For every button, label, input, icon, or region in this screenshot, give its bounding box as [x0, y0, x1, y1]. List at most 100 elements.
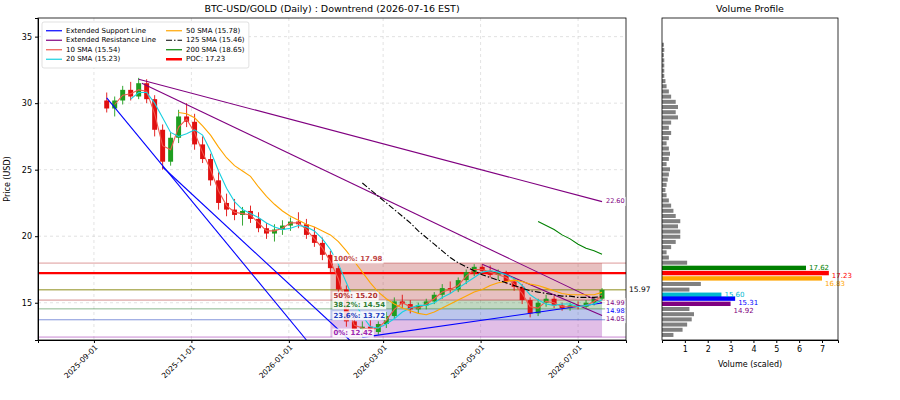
- volume-bar-highlight: [662, 276, 822, 280]
- volume-bar: [662, 240, 676, 244]
- legend-item: 10 SMA (15.54): [46, 46, 120, 54]
- tick-mark: [35, 236, 38, 237]
- volume-bar: [662, 105, 678, 109]
- volume-bar: [662, 100, 676, 104]
- resistance-line: [482, 264, 602, 315]
- fib-line: [38, 337, 626, 338]
- legend-swatch: [166, 40, 182, 41]
- volume-bar: [662, 328, 683, 332]
- legend-label: 10 SMA (15.54): [66, 46, 120, 54]
- tick: 2026-01-01: [257, 340, 294, 380]
- tick: 30: [22, 99, 38, 108]
- volume-bar: [662, 198, 669, 202]
- legend-swatch: [46, 59, 62, 60]
- volume-bar: [662, 178, 668, 182]
- tick: 2: [706, 340, 711, 354]
- volume-bar-highlight: [662, 266, 806, 270]
- volume-bar: [662, 84, 667, 88]
- axis-line: [663, 341, 839, 344]
- tick: 4: [751, 340, 756, 354]
- volume-bar-highlight: [662, 302, 731, 306]
- legend-box: [42, 22, 249, 68]
- tick-mark: [753, 340, 754, 343]
- fib-label: 23.6%: 13.72: [333, 312, 385, 320]
- volume-bar: [662, 79, 665, 83]
- fib-band: [330, 263, 602, 300]
- tick: 7: [820, 340, 825, 354]
- tick-mark: [822, 340, 823, 343]
- tick-mark: [708, 340, 709, 343]
- tick-label: 2025-09-01: [62, 343, 99, 380]
- y-axis: 15 20 25 30 35: [22, 19, 39, 341]
- volume-bar: [662, 312, 694, 316]
- legend-item: POC: 17.23: [166, 55, 225, 63]
- tick-label: 2026-01-01: [257, 343, 294, 380]
- legend-swatch: [166, 58, 182, 61]
- fib-band: [330, 309, 602, 320]
- chart: 15202530352025-09-012025-11-012026-01-01…: [0, 0, 900, 400]
- end-labels: 22.6014.9914.9814.05: [605, 197, 626, 323]
- end-label: 14.99: [606, 299, 625, 307]
- grid-line: [38, 169, 626, 170]
- volume-bar: [662, 317, 692, 321]
- fib-label: 38.2%: 14.54: [333, 301, 385, 309]
- tick-label: 20: [22, 232, 32, 241]
- fib-label: 50%: 15.20: [333, 292, 377, 300]
- volume-bar: [662, 110, 676, 114]
- legend-swatch: [46, 40, 62, 41]
- volume-frame: [662, 18, 838, 340]
- grid-line: [38, 103, 626, 104]
- volume-bar: [662, 115, 678, 119]
- tick: 3: [729, 340, 734, 354]
- sma-line: [115, 90, 602, 330]
- resistance-line: [142, 83, 602, 303]
- plot-frame: [38, 18, 626, 340]
- tick-label: 5: [774, 345, 779, 354]
- volume-bar: [662, 183, 667, 187]
- volume-bar: [662, 141, 667, 145]
- candle-wick: [186, 103, 187, 127]
- volume-bar: [662, 261, 687, 265]
- volume-bar: [662, 172, 669, 176]
- legend-item: 50 SMA (15.78): [166, 27, 240, 35]
- tick-label: 3: [729, 345, 734, 354]
- x-axis: 2025-09-012025-11-012026-01-012026-03-01…: [39, 340, 627, 380]
- tick: 2026-07-01: [547, 340, 584, 380]
- plot-area: [38, 78, 626, 340]
- legend-label: 200 SMA (18.65): [186, 46, 245, 54]
- tick: 5: [774, 340, 779, 354]
- legend-item: 200 SMA (18.65): [166, 46, 245, 54]
- volume-bar: [662, 219, 680, 223]
- tick: 35: [22, 33, 38, 42]
- tick-mark: [685, 340, 686, 343]
- tick-mark: [578, 340, 579, 343]
- volume-bar: [662, 136, 669, 140]
- tick-label: 2026-03-01: [352, 343, 389, 380]
- tick-label: 2: [706, 345, 711, 354]
- candles: [104, 78, 604, 337]
- tick-mark: [481, 340, 482, 343]
- end-label: 22.60: [606, 197, 625, 205]
- tick-label: 6: [797, 345, 802, 354]
- tick-label: 35: [22, 33, 32, 42]
- volume-area: [662, 43, 829, 337]
- legend-label: POC: 17.23: [186, 55, 225, 63]
- legend-label: 125 SMA (15.46): [186, 36, 245, 44]
- fib-label: 0%: 12.42: [333, 329, 372, 337]
- tick-mark: [35, 303, 38, 304]
- label-patch: [332, 255, 383, 264]
- volume-bar: [662, 250, 667, 254]
- tick-mark: [35, 37, 38, 38]
- volume-bar: [662, 282, 701, 286]
- volume-label: 14.92: [734, 307, 754, 315]
- tick: 25: [22, 166, 38, 175]
- legend: Extended Support LineExtended Resistance…: [42, 22, 249, 68]
- fib-label: 100%: 17.98: [333, 255, 382, 263]
- legend-label: 20 SMA (15.23): [66, 55, 120, 63]
- tick: 15: [22, 299, 38, 308]
- support-line: [362, 303, 602, 337]
- tick: 1: [683, 340, 688, 354]
- candle-wick: [450, 281, 451, 293]
- volume-bar: [662, 167, 670, 171]
- tick-label: 7: [820, 345, 825, 354]
